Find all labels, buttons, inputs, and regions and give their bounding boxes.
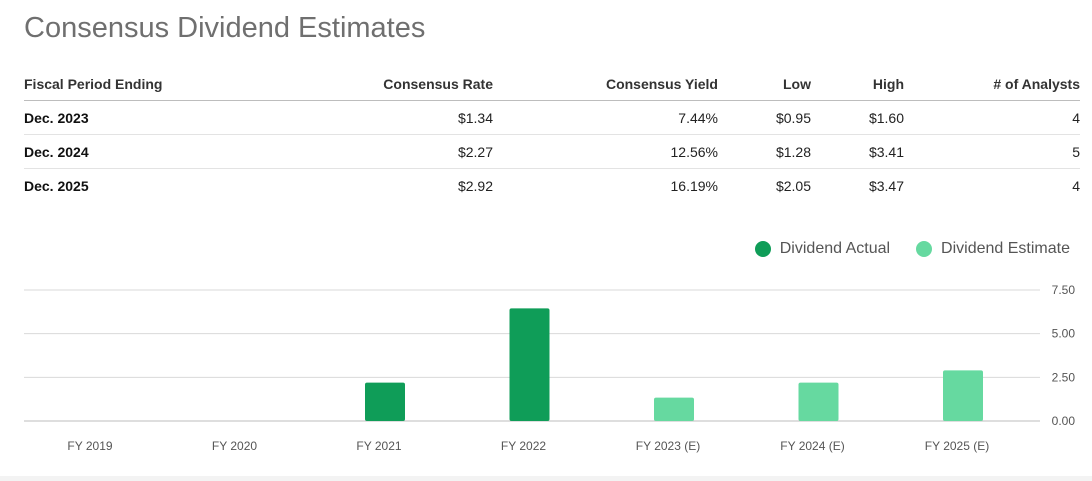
bar-dividend-estimate[interactable] [798,382,839,421]
x-tick-label: FY 2025 (E) [925,439,989,453]
column-header-fiscal-period: Fiscal Period Ending [24,68,264,101]
table-row: Dec. 2023 $1.34 7.44% $0.95 $1.60 4 [24,100,1080,135]
legend-label-actual: Dividend Actual [779,240,891,257]
table-cell-period: Dec. 2025 [24,177,89,194]
column-header-consensus-rate: Consensus Rate [264,68,493,101]
table-cell-yield: 12.56% [493,134,718,169]
bar-dividend-estimate[interactable] [943,370,983,421]
dividend-bar-chart: 7.50 5.00 2.50 0.00 FY 2019 FY 2020 FY 2021 FY … [24,283,1076,453]
dividend-estimates-table: Fiscal Period Ending Consensus Rate Cons… [24,68,1080,202]
table-cell-low: $1.28 [718,134,811,169]
table-cell-high: $3.47 [868,177,904,194]
table-cell-analysts: 5 [904,134,1080,169]
chart-legend: Dividend Actual Dividend Estimate [729,240,1070,258]
x-tick-label: FY 2021 [356,439,401,453]
table-row: Dec. 2025 $2.92 16.19% $2.05 $3.47 4 [24,169,1080,203]
column-header-low: Low [718,68,811,101]
column-header-analysts: # of Analysts [904,68,1080,101]
table-cell-period: Dec. 2024 [24,134,264,169]
table-cell-low: $0.95 [718,100,811,135]
x-tick-label: FY 2019 [67,439,112,453]
y-tick-label: 5.00 [1052,327,1076,341]
table-cell-rate: $2.92 [457,177,493,194]
legend-dot-estimate-icon [916,241,933,257]
x-tick-label: FY 2020 [212,439,257,453]
y-tick-label: 0.00 [1052,414,1076,428]
page-title: Consensus Dividend Estimates [24,12,426,44]
table-header-row: Fiscal Period Ending Consensus Rate Cons… [24,68,1080,101]
column-header-high: High [811,68,904,101]
table-cell-yield: 7.44% [493,100,718,135]
bar-dividend-actual[interactable] [509,308,550,421]
legend-dot-actual-icon [754,241,771,257]
table-cell-analysts: 4 [904,100,1080,135]
table-cell-high: $3.41 [811,134,904,169]
column-header-consensus-yield: Consensus Yield [493,68,718,101]
y-tick-label: 7.50 [1052,283,1076,297]
table-cell-yield: 16.19% [670,177,718,194]
table-cell-low: $2.05 [775,177,811,194]
bar-dividend-estimate[interactable] [654,397,694,421]
bar-dividend-actual[interactable] [365,382,405,421]
table-cell-analysts: 4 [1072,177,1080,194]
legend-item-actual[interactable]: Dividend Actual [754,240,891,258]
table-row: Dec. 2024 $2.27 12.56% $1.28 $3.41 5 [24,134,1080,169]
table-cell-rate: $1.34 [264,100,493,135]
x-tick-label: FY 2022 [501,439,546,453]
legend-label-estimate: Dividend Estimate [941,240,1070,257]
table-cell-rate: $2.27 [264,134,493,169]
x-tick-label: FY 2023 (E) [636,439,700,453]
x-tick-label: FY 2024 (E) [780,439,844,453]
legend-item-estimate[interactable]: Dividend Estimate [916,240,1070,258]
bottom-divider [0,476,1092,481]
table-cell-period: Dec. 2023 [24,100,264,135]
y-tick-label: 2.50 [1052,370,1076,384]
table-cell-high: $1.60 [811,100,904,135]
